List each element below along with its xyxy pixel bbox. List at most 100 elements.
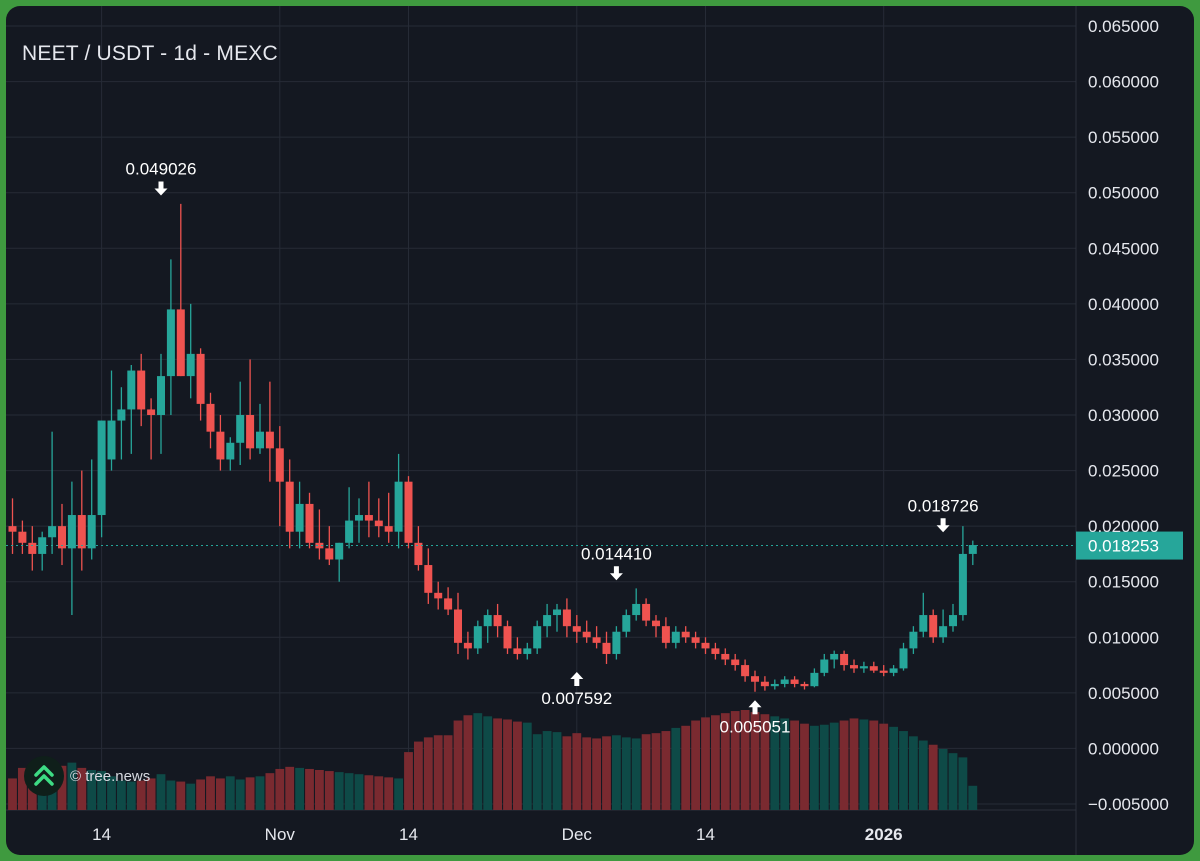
volume-bar bbox=[285, 766, 295, 810]
price-candles bbox=[8, 203, 977, 692]
volume-bar bbox=[958, 757, 968, 810]
candle-body bbox=[711, 648, 720, 654]
volume-bar bbox=[542, 731, 552, 810]
volume-bar bbox=[364, 775, 374, 810]
watermark-text: © tree.news bbox=[70, 768, 151, 785]
candle-body bbox=[97, 420, 106, 516]
x-tick-label: 14 bbox=[399, 825, 418, 844]
candle-body bbox=[137, 370, 146, 410]
candle-body bbox=[444, 598, 453, 610]
candle-body bbox=[236, 415, 245, 443]
volume-bar bbox=[582, 737, 592, 810]
volume-bar bbox=[899, 731, 908, 810]
candle-body bbox=[780, 679, 789, 684]
y-tick-label: −0.005000 bbox=[1088, 795, 1169, 814]
y-tick-label: 0.065000 bbox=[1088, 17, 1159, 36]
candle-body bbox=[899, 648, 908, 669]
candle-body bbox=[454, 609, 462, 643]
volume-bar bbox=[839, 720, 849, 810]
candle-body bbox=[206, 403, 215, 432]
candle-body bbox=[790, 679, 799, 684]
volume-bar bbox=[918, 740, 928, 810]
current-price-tag bbox=[1076, 531, 1183, 560]
candle-body bbox=[394, 481, 403, 532]
volume-bar bbox=[453, 720, 463, 810]
volume-bar bbox=[265, 773, 275, 810]
volume-bar bbox=[196, 779, 205, 810]
current-price-line: 0.018253 bbox=[6, 531, 1183, 560]
candle-body bbox=[869, 666, 878, 671]
candle-body bbox=[503, 626, 512, 649]
candle-body bbox=[216, 431, 225, 460]
volume-bar bbox=[344, 773, 354, 810]
candle-body bbox=[671, 631, 680, 643]
volume-bar bbox=[166, 780, 176, 810]
candle-body bbox=[265, 431, 274, 449]
candle-body bbox=[256, 431, 264, 449]
volume-bar bbox=[97, 771, 106, 810]
down-arrow-icon bbox=[609, 566, 623, 581]
volume-bar bbox=[334, 772, 344, 810]
candle-body bbox=[553, 609, 561, 616]
volume-bar bbox=[819, 724, 829, 810]
candle-body bbox=[166, 309, 175, 377]
candle-body bbox=[681, 631, 690, 638]
volume-bar bbox=[770, 716, 780, 810]
y-tick-label: 0.030000 bbox=[1088, 406, 1159, 425]
volume-bar bbox=[423, 737, 433, 810]
candle-body bbox=[632, 603, 641, 616]
volume-bar bbox=[315, 770, 324, 810]
volume-bar bbox=[443, 735, 453, 810]
y-tick-label: 0.015000 bbox=[1088, 573, 1159, 592]
candle-body bbox=[721, 653, 730, 660]
candle-body bbox=[374, 520, 383, 527]
candle-body bbox=[652, 620, 660, 627]
volume-bar bbox=[859, 719, 869, 810]
y-tick-label: 0.055000 bbox=[1088, 128, 1159, 147]
chart-frame: 0.018253 0.049026 0.007592 0.014410 0.00505… bbox=[6, 6, 1194, 855]
candle-body bbox=[830, 653, 839, 660]
candle-body bbox=[939, 626, 948, 638]
y-tick-label: 0.010000 bbox=[1088, 628, 1159, 647]
volume-bar bbox=[324, 771, 334, 810]
candle-body bbox=[285, 481, 294, 532]
candle-body bbox=[77, 515, 86, 549]
volume-bar bbox=[295, 767, 304, 810]
volume-bar bbox=[186, 783, 196, 810]
candle-body bbox=[275, 448, 284, 482]
candle-body bbox=[18, 531, 27, 543]
candle-body bbox=[384, 526, 393, 532]
candle-body bbox=[67, 515, 76, 549]
candle-body bbox=[473, 626, 482, 649]
candle-body bbox=[335, 542, 344, 560]
candle-body bbox=[770, 683, 779, 687]
volume-bar bbox=[532, 734, 542, 810]
candlestick-chart[interactable]: 0.018253 0.049026 0.007592 0.014410 0.00505… bbox=[6, 6, 1194, 855]
volume-bar bbox=[206, 776, 215, 810]
annotation-label: 0.049026 bbox=[126, 160, 197, 179]
candle-body bbox=[949, 615, 957, 627]
y-tick-label: 0.035000 bbox=[1088, 350, 1159, 369]
volume-bar bbox=[8, 778, 17, 810]
volume-bar bbox=[235, 779, 245, 810]
candle-body bbox=[8, 526, 17, 532]
candle-body bbox=[642, 603, 651, 621]
time-axis[interactable]: 14 Nov 14 Dec 14 2026 bbox=[92, 825, 902, 844]
candle-body bbox=[186, 353, 195, 377]
candle-body bbox=[493, 615, 502, 627]
x-tick-label: 14 bbox=[696, 825, 715, 844]
price-axis[interactable]: 0.065000 0.060000 0.055000 0.050000 0.045000… bbox=[1088, 17, 1169, 814]
watermark: © tree.news bbox=[24, 756, 174, 796]
candle-body bbox=[741, 665, 750, 677]
candle-body bbox=[48, 526, 57, 538]
volume-bar bbox=[631, 738, 641, 810]
candle-body bbox=[345, 520, 354, 543]
volume-bar bbox=[800, 723, 809, 810]
up-arrow-icon bbox=[570, 672, 584, 687]
volume-bar bbox=[522, 722, 532, 810]
x-tick-label: Dec bbox=[562, 825, 593, 844]
x-tick-label: 14 bbox=[92, 825, 111, 844]
volume-bar bbox=[691, 720, 700, 810]
volume-bar bbox=[463, 715, 473, 810]
candle-body bbox=[364, 515, 373, 521]
